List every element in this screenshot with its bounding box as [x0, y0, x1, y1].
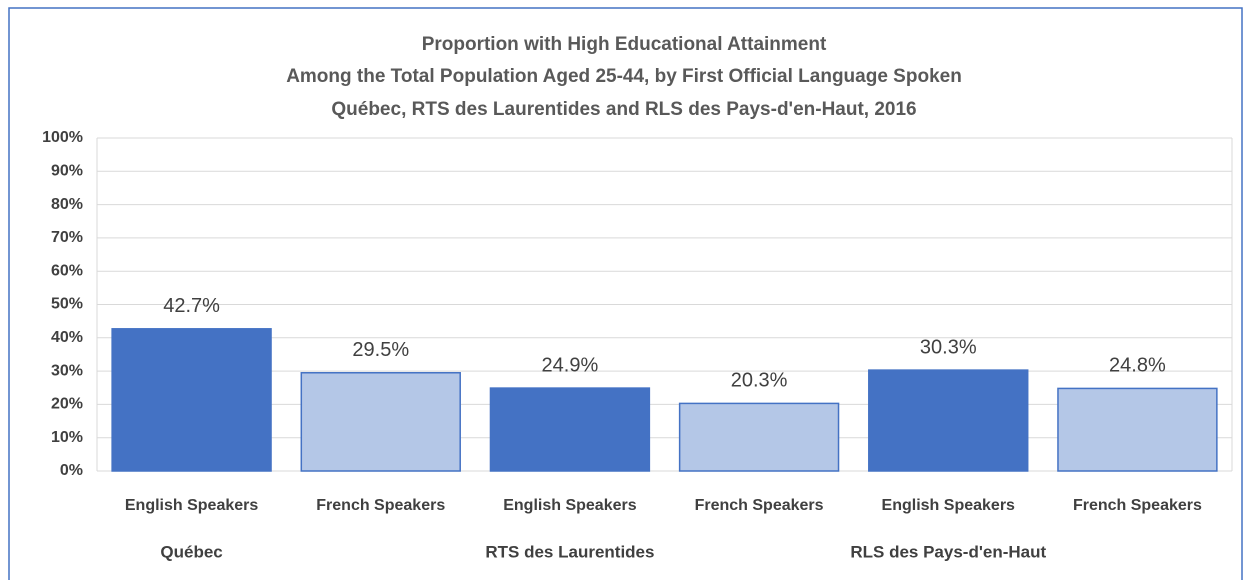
- data-label: 30.3%: [920, 336, 977, 358]
- x-tick-label: English Speakers: [503, 497, 636, 514]
- chart-border: [8, 7, 1243, 580]
- y-tick-label: 10%: [51, 429, 83, 446]
- bar: [489, 387, 651, 472]
- y-tick-label: 20%: [51, 396, 83, 413]
- bar: [111, 328, 272, 472]
- y-tick-label: 40%: [51, 329, 83, 346]
- y-tick-label: 30%: [51, 362, 83, 379]
- bar: [678, 402, 840, 472]
- bar: [300, 372, 461, 472]
- y-tick-label: 70%: [51, 229, 83, 246]
- x-tick-label: French Speakers: [1073, 497, 1202, 514]
- y-tick-label: 0%: [60, 462, 83, 479]
- x-tick-label: English Speakers: [882, 497, 1015, 514]
- group-label: RLS des Pays-d'en-Haut: [850, 542, 1046, 561]
- x-tick-label: French Speakers: [695, 497, 824, 514]
- group-label: Québec: [160, 542, 222, 561]
- chart-title: Proportion with High Educational Attainm…: [422, 34, 827, 55]
- bar: [1057, 387, 1218, 472]
- group-label: RTS des Laurentides: [485, 542, 654, 561]
- data-label: 20.3%: [731, 370, 788, 392]
- data-label: 24.8%: [1109, 355, 1166, 377]
- y-tick-label: 50%: [51, 296, 83, 313]
- y-tick-label: 90%: [51, 163, 83, 180]
- data-label: 29.5%: [352, 339, 409, 361]
- x-tick-label: French Speakers: [316, 497, 445, 514]
- y-tick-label: 100%: [42, 129, 83, 146]
- x-tick-label: English Speakers: [125, 497, 258, 514]
- data-label: 42.7%: [163, 295, 220, 317]
- bar: [868, 369, 1029, 472]
- chart-subtitle: Québec, RTS des Laurentides and RLS des …: [331, 99, 916, 120]
- chart-subtitle: Among the Total Population Aged 25-44, b…: [286, 66, 962, 87]
- y-tick-label: 60%: [51, 262, 83, 279]
- data-label: 24.9%: [542, 354, 599, 376]
- y-tick-label: 80%: [51, 196, 83, 213]
